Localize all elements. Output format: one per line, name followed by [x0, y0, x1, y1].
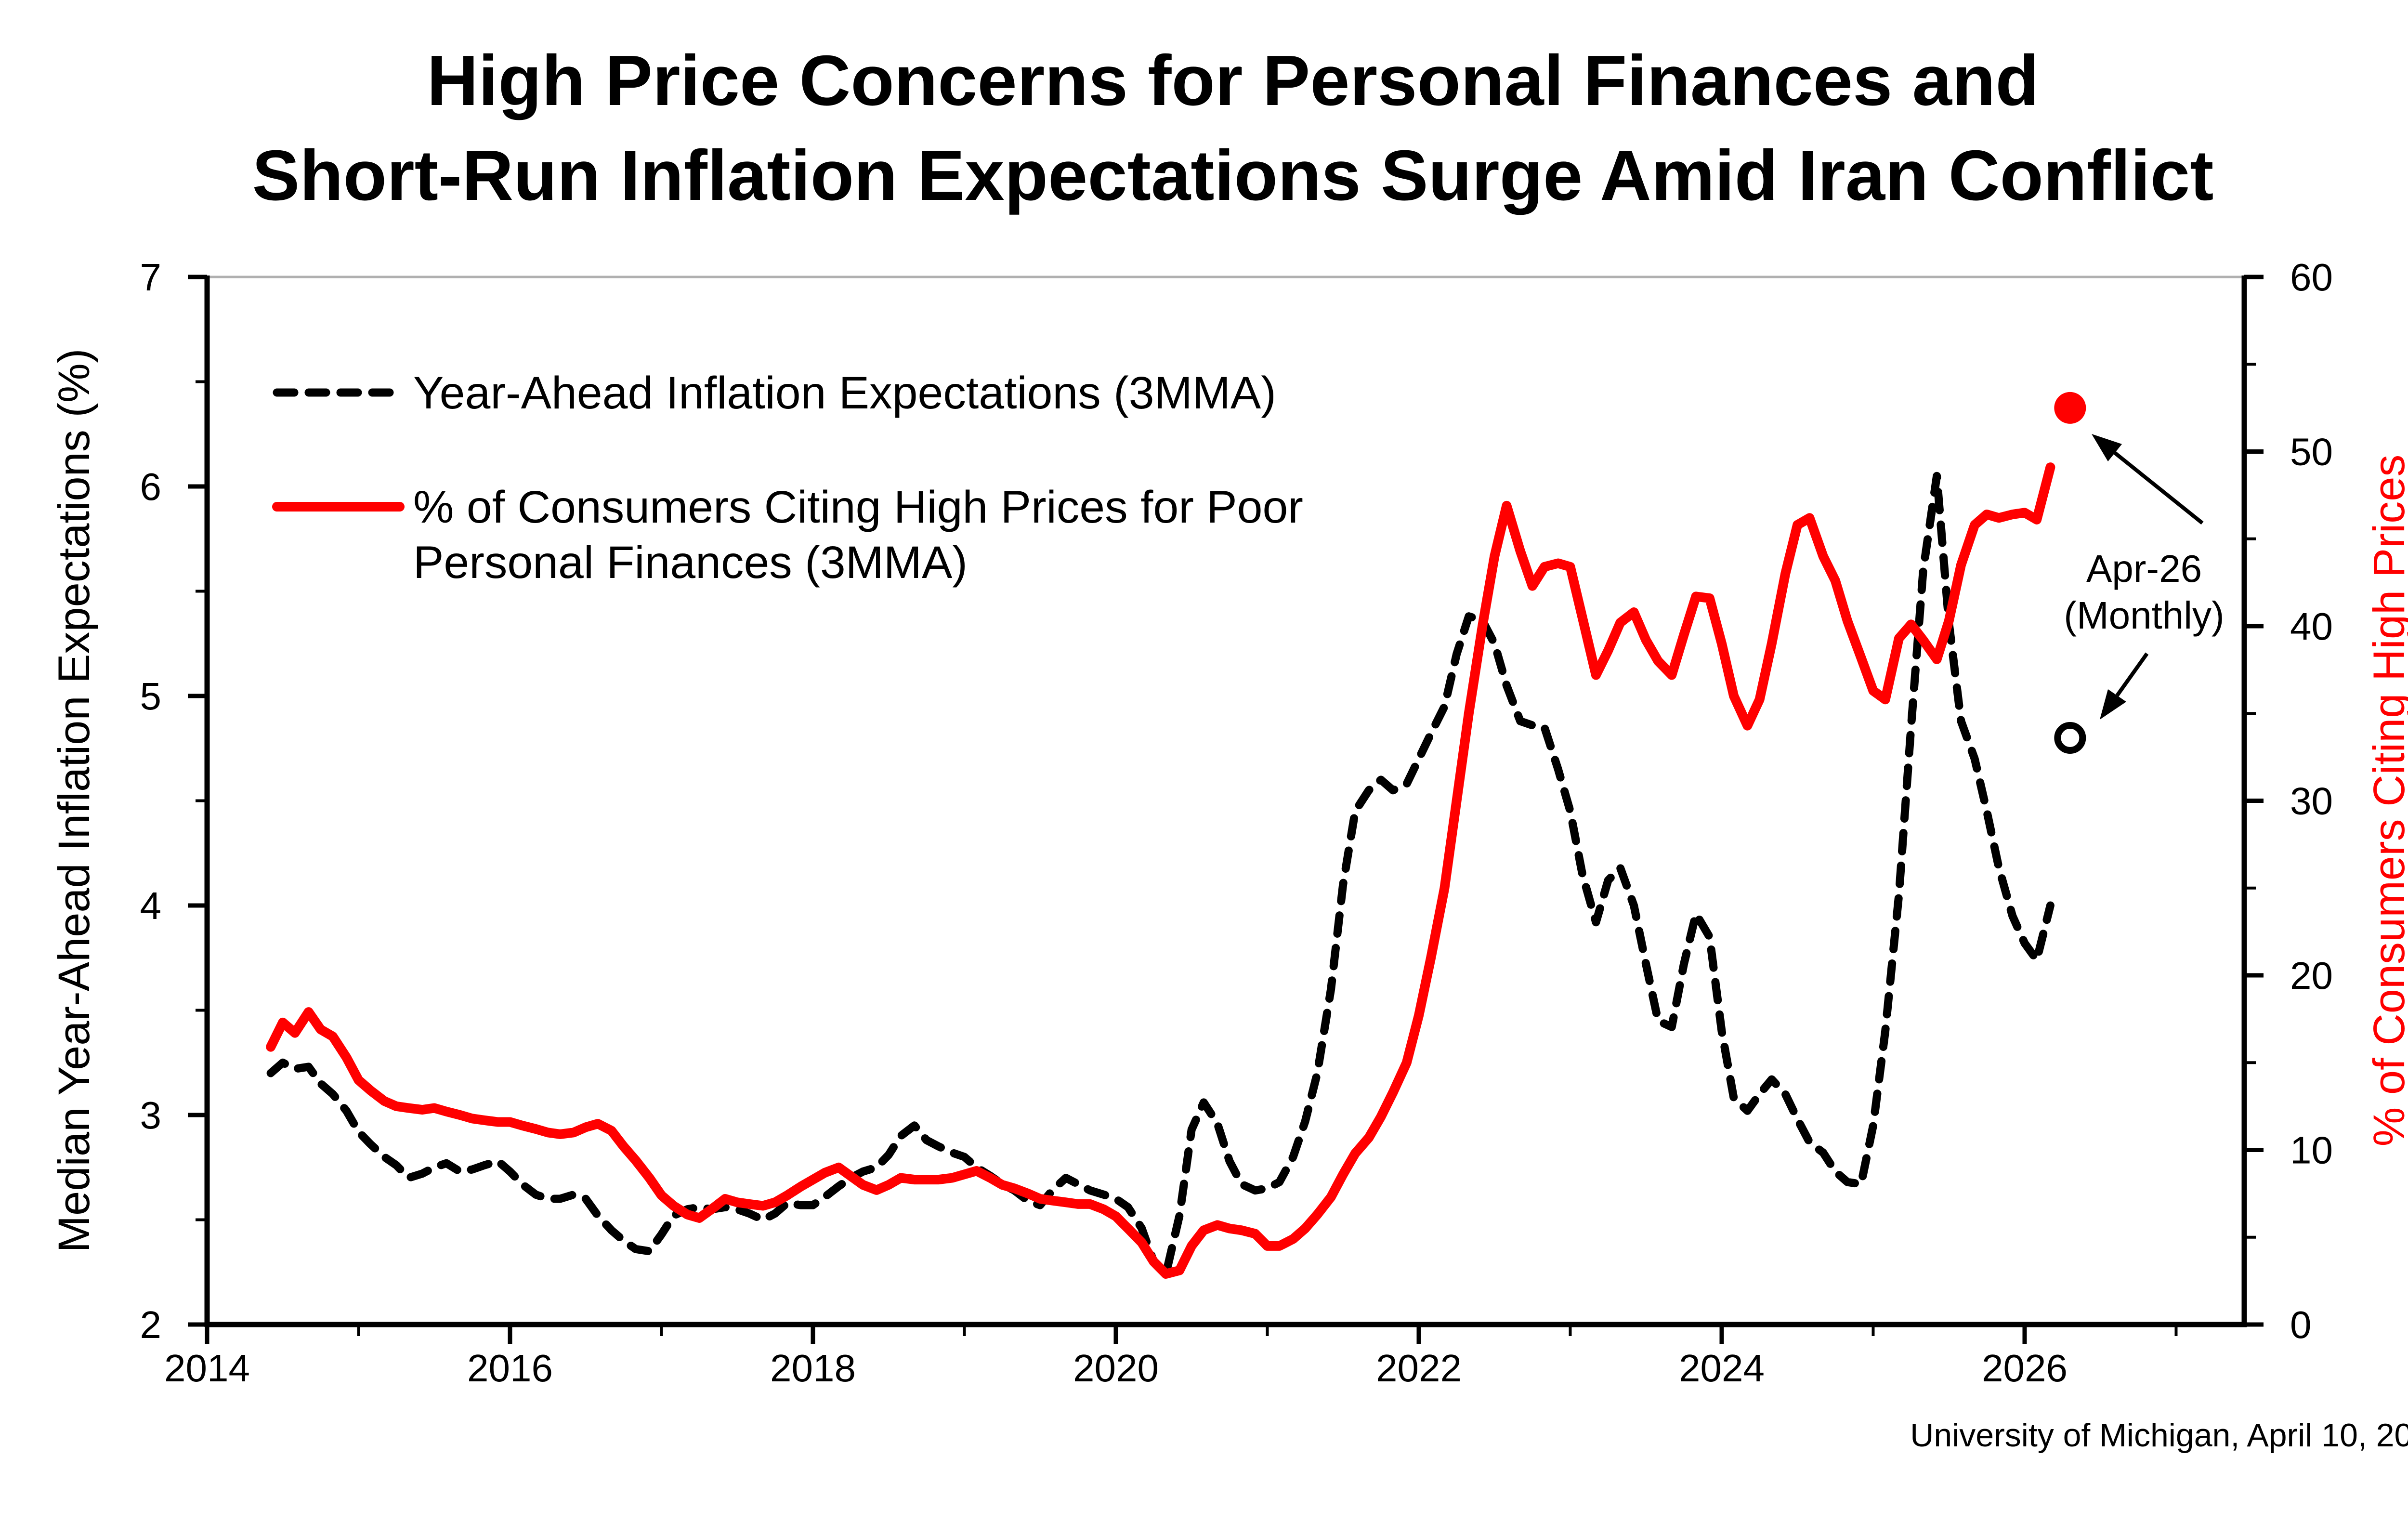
left-tick-label: 6	[140, 465, 162, 508]
annotation-arrow-to-open-circle	[2115, 652, 2149, 697]
annotation-line2: (Monthly)	[2064, 594, 2224, 637]
marker-apr26-open-circle	[2054, 722, 2086, 754]
legend-label-inflation-expectations: Year-Ahead Inflation Expectations (3MMA)	[413, 367, 1276, 419]
right-tick-label: 30	[2290, 780, 2333, 823]
annotation-apr-26: Apr-26 (Monthly)	[2064, 434, 2225, 720]
marker-apr26-red-dot	[2054, 392, 2086, 424]
x-tick-label: 2026	[1982, 1347, 2068, 1390]
x-tick-label: 2018	[770, 1347, 856, 1390]
source-note: University of Michigan, April 10, 2026	[1910, 1417, 2408, 1454]
annotation-arrowhead-to-red-dot	[2092, 434, 2122, 461]
data-series	[266, 392, 2086, 1279]
axes: 2014 2016 2018 2020 2022 2024 2026 2 3 4 5 6 7 0 10 20 3…	[140, 256, 2333, 1390]
chart-title-line1: High Price Concerns for Personal Finance…	[427, 41, 2039, 120]
right-tick-label: 20	[2290, 954, 2333, 997]
left-axis-label: Median Year-Ahead Inflation Expectations…	[50, 349, 99, 1253]
x-tick-label: 2024	[1679, 1347, 1765, 1390]
left-tick-label: 2	[140, 1303, 162, 1346]
legend: Year-Ahead Inflation Expectations (3MMA)…	[272, 367, 1303, 588]
left-tick-label: 3	[140, 1094, 162, 1137]
left-tick-label: 4	[140, 884, 162, 927]
left-tick-label: 5	[140, 675, 162, 718]
legend-label-high-prices-line1: % of Consumers Citing High Prices for Po…	[413, 482, 1303, 533]
annotation-line1: Apr-26	[2086, 547, 2202, 590]
legend-label-high-prices-line2: Personal Finances (3MMA)	[413, 537, 968, 588]
right-tick-label: 50	[2290, 431, 2333, 473]
chart-title-line2: Short-Run Inflation Expectations Surge A…	[252, 136, 2214, 215]
right-tick-label: 40	[2290, 605, 2333, 648]
left-tick-label: 7	[140, 256, 162, 299]
right-tick-label: 0	[2290, 1303, 2312, 1346]
annotation-arrowhead-to-open-circle	[2100, 689, 2126, 720]
x-tick-label: 2020	[1073, 1347, 1159, 1390]
x-tick-label: 2016	[467, 1347, 553, 1390]
x-tick-label: 2022	[1376, 1347, 1462, 1390]
x-tick-label: 2014	[164, 1347, 250, 1390]
annotation-arrow-to-red-dot	[2113, 451, 2204, 525]
series-high-prices-line	[266, 462, 2055, 1279]
right-tick-label: 60	[2290, 256, 2333, 299]
right-tick-label: 10	[2290, 1129, 2333, 1172]
right-axis-label: % of Consumers Citing High Prices	[2365, 455, 2408, 1147]
